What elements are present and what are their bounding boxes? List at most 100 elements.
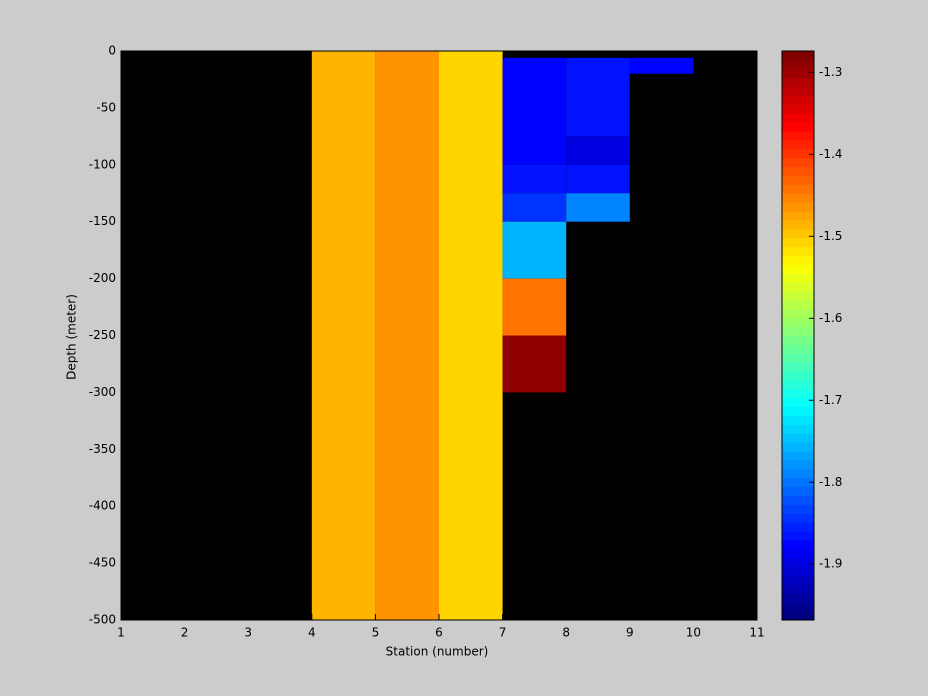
colorbar-step	[782, 166, 814, 176]
x-tick-label: 3	[244, 626, 252, 640]
colorbar-step	[782, 228, 814, 239]
colorbar-step	[782, 157, 814, 168]
x-tick-label: 8	[562, 626, 570, 640]
colorbar-step	[782, 202, 814, 212]
colorbar-step	[782, 371, 814, 381]
colorbar-step	[782, 566, 814, 577]
colorbar-step	[782, 139, 814, 150]
colorbar-step	[782, 131, 814, 141]
colorbar-step	[782, 406, 814, 417]
colorbar-step	[782, 602, 814, 612]
colorbar-step	[782, 468, 814, 479]
colorbar-step	[782, 593, 814, 603]
colorbar-frame	[781, 50, 815, 621]
colorbar-step	[782, 264, 814, 274]
colorbar-tick-label: -1.5	[819, 229, 842, 243]
colorbar-step	[782, 531, 814, 541]
colorbar-step	[782, 113, 814, 123]
colorbar-tick-label: -1.6	[819, 311, 842, 325]
colorbar-step	[782, 442, 814, 452]
cell	[311, 51, 376, 620]
colorbar-step	[782, 255, 814, 265]
cell	[439, 51, 503, 620]
colorbar-step	[782, 415, 814, 425]
colorbar-tick-label: -1.4	[819, 147, 842, 161]
colorbar-step	[782, 246, 814, 256]
y-tick-label: -400	[89, 499, 116, 513]
cell	[566, 57, 630, 137]
x-tick-label: 10	[686, 626, 701, 640]
cell	[502, 278, 567, 336]
colorbar-step	[782, 504, 814, 514]
colorbar-step	[782, 433, 814, 443]
y-tick-label: -50	[96, 100, 116, 114]
colorbar-step	[782, 68, 814, 79]
x-tick-label: 1	[117, 626, 125, 640]
colorbar-step	[782, 184, 814, 194]
colorbar-step	[782, 388, 814, 399]
colorbar-step	[782, 486, 814, 497]
y-tick-label: -300	[89, 385, 116, 399]
colorbar-step	[782, 291, 814, 301]
colorbar-step	[782, 513, 814, 523]
cell	[502, 164, 567, 194]
colorbar-step	[782, 326, 814, 336]
cell	[566, 193, 630, 222]
colorbar-step	[782, 175, 814, 185]
x-tick-label: 9	[626, 626, 634, 640]
x-tick-label: 7	[499, 626, 507, 640]
colorbar-step	[782, 451, 814, 461]
x-tick-label: 11	[749, 626, 764, 640]
colorbar-tick-label: -1.8	[819, 475, 842, 489]
colorbar-step	[782, 51, 814, 61]
y-tick-label: -350	[89, 442, 116, 456]
colorbar-step	[782, 548, 814, 559]
colorbar-step	[782, 273, 814, 283]
cell	[502, 335, 567, 393]
colorbar-step	[782, 308, 814, 319]
colorbar-step	[782, 353, 814, 363]
colorbar-tick-label: -1.3	[819, 65, 842, 79]
colorbar-step	[782, 317, 814, 328]
colorbar-step	[782, 539, 814, 550]
colorbar-step	[782, 59, 814, 70]
y-tick-label: -500	[89, 613, 116, 627]
x-axis-label: Station (number)	[386, 645, 489, 659]
colorbar-step	[782, 522, 814, 532]
colorbar-step	[782, 362, 814, 372]
colorbar-step	[782, 193, 814, 203]
cell	[566, 164, 630, 194]
y-tick-label: -150	[89, 214, 116, 228]
x-tick-label: 5	[372, 626, 380, 640]
colorbar-step	[782, 379, 814, 390]
colorbar-step	[782, 557, 814, 568]
cell	[375, 51, 439, 620]
colorbar-step	[782, 335, 814, 345]
y-tick-label: -100	[89, 157, 116, 171]
colorbar-step	[782, 211, 814, 221]
y-tick-label: -200	[89, 271, 116, 285]
colorbar-step	[782, 86, 814, 96]
colorbar-step	[782, 219, 814, 230]
colorbar-step	[782, 424, 814, 434]
y-axis-label: Depth (meter)	[65, 294, 79, 380]
x-tick-label: 6	[435, 626, 443, 640]
colorbar-step	[782, 299, 814, 310]
colorbar-tick-label: -1.9	[819, 557, 842, 571]
colorbar-step	[782, 237, 814, 248]
cell	[629, 57, 694, 74]
colorbar-tick-label: -1.7	[819, 393, 842, 407]
colorbar-step	[782, 584, 814, 594]
x-tick-label: 2	[181, 626, 189, 640]
y-tick-label: -250	[89, 328, 116, 342]
colorbar-step	[782, 282, 814, 292]
colorbar-step	[782, 148, 814, 159]
cell	[502, 57, 567, 165]
colorbar-step	[782, 397, 814, 408]
colorbar-step	[782, 459, 814, 470]
colorbar-step	[782, 477, 814, 488]
colorbar-step	[782, 77, 814, 88]
colorbar-step	[782, 95, 814, 105]
colorbar-step	[782, 611, 814, 621]
